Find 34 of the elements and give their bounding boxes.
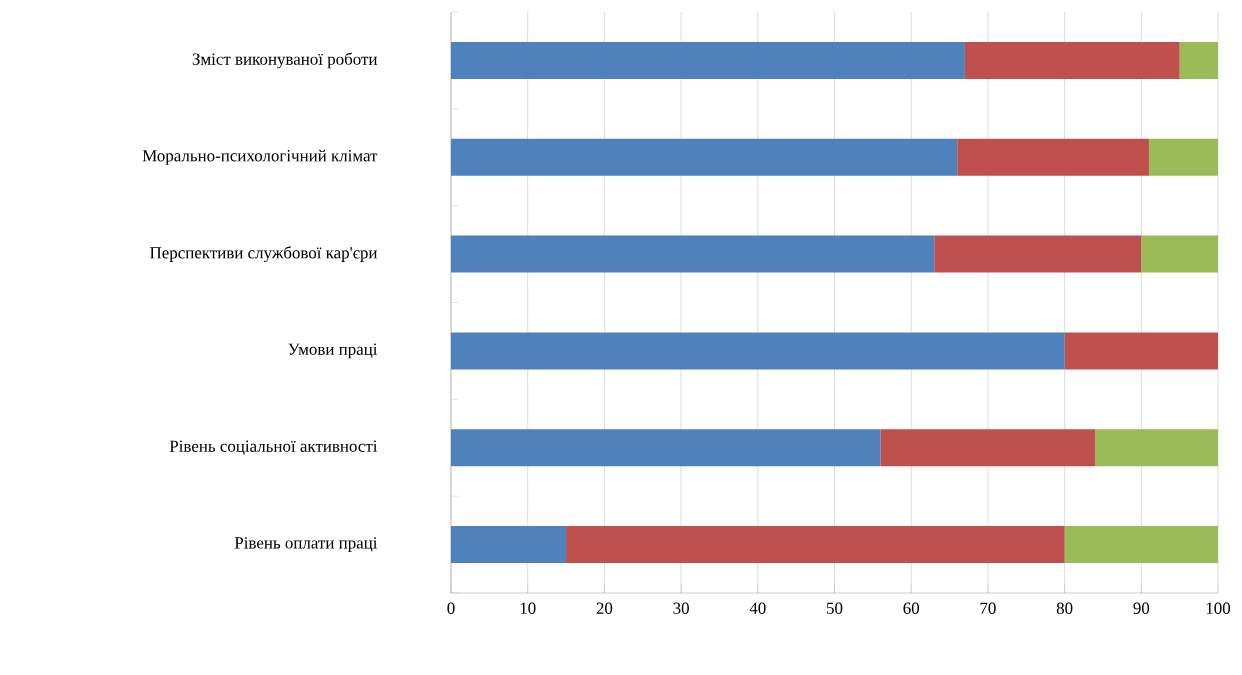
x-tick-label: 30 <box>673 602 689 614</box>
y-tick-label: Рівень оплати праці <box>234 537 378 552</box>
x-tick-label: 10 <box>520 602 536 614</box>
x-tick-label: 20 <box>596 602 613 614</box>
bar <box>1148 138 1219 176</box>
y-tick-label: Перспективи службової кар'єри <box>150 246 378 262</box>
bar <box>1095 429 1219 467</box>
bar <box>1141 235 1219 273</box>
bar <box>934 235 1142 273</box>
bar <box>957 138 1149 176</box>
bar <box>1179 41 1219 79</box>
x-tick-label: 60 <box>903 602 920 614</box>
bar <box>1064 332 1219 370</box>
x-tick-label: 0 <box>447 602 455 614</box>
bar <box>880 429 1096 467</box>
bar <box>451 526 567 564</box>
bar <box>451 138 958 176</box>
x-tick-label: 40 <box>749 602 766 614</box>
bar <box>451 429 881 467</box>
x-tick-label: 80 <box>1056 602 1073 614</box>
x-tick-label: 90 <box>1133 602 1150 614</box>
x-tick-label: 100 <box>1206 602 1231 614</box>
bar <box>964 41 1180 79</box>
bar <box>451 332 1065 370</box>
bar <box>451 41 965 79</box>
x-tick-label: 70 <box>980 602 996 614</box>
y-tick-label: Морально-психологічний клімат <box>142 149 378 165</box>
bar <box>1064 526 1219 564</box>
y-tick-label: Умови праці <box>288 343 378 359</box>
y-tick-label: Зміст виконуваної роботи <box>192 52 378 69</box>
bar <box>451 235 935 273</box>
bar <box>566 526 1065 564</box>
x-tick-label: 50 <box>827 602 843 614</box>
y-tick-label: Рівень соціальної активності <box>169 440 378 456</box>
